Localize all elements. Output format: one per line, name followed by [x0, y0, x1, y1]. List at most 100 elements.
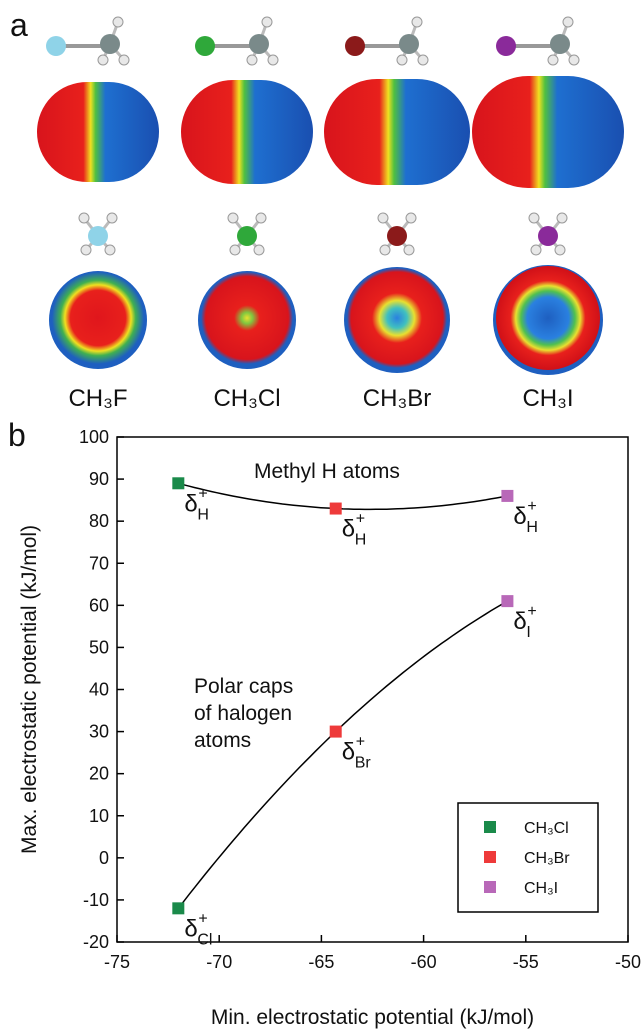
h-atom	[246, 54, 258, 66]
h-atom	[556, 212, 568, 224]
halogen-atom	[538, 226, 558, 246]
h-atom	[229, 244, 241, 256]
h-atom	[97, 54, 109, 66]
point	[329, 502, 342, 515]
h-atom	[104, 244, 116, 256]
y-tick-label: -10	[83, 890, 109, 910]
h-atom	[530, 244, 542, 256]
halogen-atom	[88, 226, 108, 246]
legend-label: CH₃Br	[524, 850, 570, 867]
c-atom	[100, 34, 120, 54]
molecules: CH₃F CH₃Cl CH₃Br CH₃I	[37, 16, 624, 412]
h-atom	[118, 54, 130, 66]
halogen-atom	[195, 36, 215, 56]
y-axis-label: Max. electrostatic potential (kJ/mol)	[18, 525, 41, 854]
molecule-name: CH₃Cl	[213, 385, 280, 412]
point-label: δ	[513, 608, 526, 635]
annotation: of halogen	[194, 702, 292, 725]
h-atom	[396, 54, 408, 66]
x-tick-label: -65	[308, 952, 334, 972]
h-atom	[568, 54, 580, 66]
halogen-atom	[345, 36, 365, 56]
halogen-atom	[237, 226, 257, 246]
legend-label: CH₃I	[524, 880, 558, 897]
point-label-sub: H	[526, 519, 538, 536]
h-atom	[253, 244, 265, 256]
point	[501, 595, 514, 608]
point-label: δ	[513, 503, 526, 530]
h-atom	[106, 212, 118, 224]
point-label-sup: +	[198, 910, 207, 927]
y-tick-label: 40	[89, 680, 109, 700]
point-label: δ	[184, 915, 197, 942]
y-tick-label: 80	[89, 511, 109, 531]
h-atom	[379, 244, 391, 256]
point-label-sub: Cl	[197, 931, 212, 948]
point	[329, 725, 342, 738]
x-axis-label: Min. electrostatic potential (kJ/mol)	[211, 1006, 534, 1029]
h-atom	[112, 16, 124, 28]
legend-marker	[484, 821, 496, 833]
y-tick-label: 0	[99, 848, 109, 868]
point-label: δ	[184, 490, 197, 517]
point-label-sub: H	[355, 532, 367, 549]
h-atom	[411, 16, 423, 28]
h-atom	[80, 244, 92, 256]
h-atom	[405, 212, 417, 224]
legend-label: CH₃Cl	[524, 820, 569, 837]
x-tick-label: -75	[104, 952, 130, 972]
esp-surface	[324, 79, 470, 185]
y-tick-label: 70	[89, 553, 109, 573]
h-atom	[377, 212, 389, 224]
c-atom	[550, 34, 570, 54]
point-label-sup: +	[356, 734, 365, 751]
h-atom	[78, 212, 90, 224]
esp-surface	[347, 268, 447, 368]
halogen-atom	[387, 226, 407, 246]
h-atom	[417, 54, 429, 66]
y-tick-label: 90	[89, 469, 109, 489]
h-atom	[403, 244, 415, 256]
h-atom	[255, 212, 267, 224]
h-atom	[528, 212, 540, 224]
annotation: atoms	[194, 729, 251, 752]
h-atom	[227, 212, 239, 224]
c-atom	[399, 34, 419, 54]
annotation: Polar caps	[194, 675, 293, 698]
esp-surface	[496, 266, 600, 370]
esp-surface	[472, 76, 624, 188]
point-label-sup: +	[356, 511, 365, 528]
y-tick-label: 20	[89, 764, 109, 784]
h-atom	[261, 16, 273, 28]
x-tick-label: -60	[411, 952, 437, 972]
panel-label: b	[8, 417, 26, 453]
c-atom	[249, 34, 269, 54]
h-atom	[554, 244, 566, 256]
y-tick-label: 10	[89, 806, 109, 826]
legend-box	[457, 802, 599, 913]
x-tick-label: -70	[206, 952, 232, 972]
point-label-sub: I	[526, 624, 530, 641]
point-label: δ	[342, 739, 355, 766]
point-label-sub: Br	[355, 755, 372, 772]
fit-curve	[178, 482, 508, 511]
annotation: Methyl H atoms	[254, 460, 400, 483]
legend-marker	[484, 881, 496, 893]
esp-surface	[201, 272, 293, 364]
y-tick-label: 100	[79, 427, 109, 447]
h-atom	[562, 16, 574, 28]
point-label-sup: +	[527, 498, 536, 515]
molecule-name: CH₃F	[68, 385, 127, 412]
y-tick-label: 50	[89, 637, 109, 657]
panel-label: a	[10, 7, 28, 43]
y-tick-label: -20	[83, 932, 109, 952]
x-tick-label: -50	[615, 952, 641, 972]
esp-surface	[181, 80, 313, 184]
legend-marker	[484, 851, 496, 863]
esp-surface	[52, 272, 144, 364]
y-tick-label: 30	[89, 722, 109, 742]
halogen-atom	[46, 36, 66, 56]
esp-surface	[37, 82, 159, 182]
